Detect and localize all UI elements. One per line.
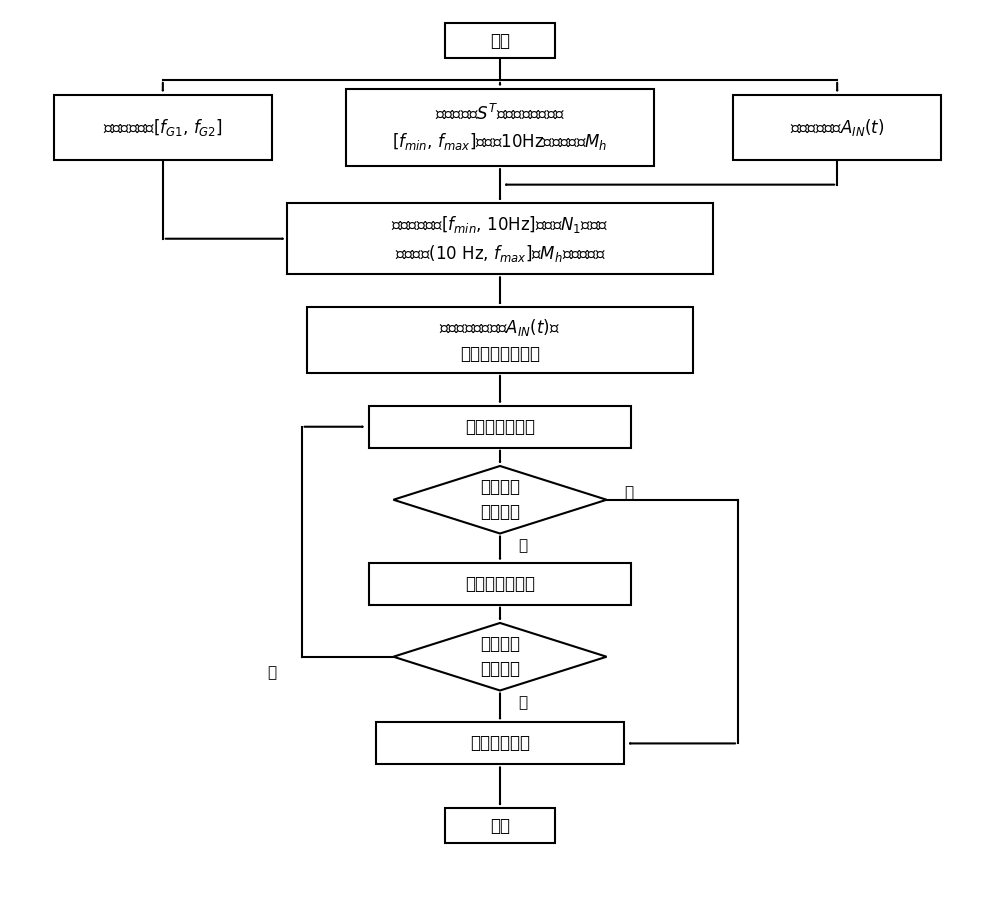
FancyBboxPatch shape — [376, 722, 624, 764]
Text: 工程重点频段[$f_{G1}$, $f_{G2}$]: 工程重点频段[$f_{G1}$, $f_{G2}$] — [103, 117, 223, 138]
Text: 初始地震时程$A_{IN}(t)$: 初始地震时程$A_{IN}(t)$ — [790, 117, 884, 138]
Text: 全频段匹配阶段: 全频段匹配阶段 — [465, 418, 535, 436]
Text: 是否满足
匹配标准: 是否满足 匹配标准 — [480, 635, 520, 678]
Text: 是: 是 — [624, 485, 634, 500]
FancyBboxPatch shape — [307, 308, 693, 373]
Text: 得到匹配时程: 得到匹配时程 — [470, 734, 530, 752]
FancyBboxPatch shape — [54, 95, 272, 160]
Text: 基函数选定：[$f_{min}$, 10Hz]内全部$N_1$个本征
函数，和(10 Hz, $f_{max}$]内$M_h$个本征函数: 基函数选定：[$f_{min}$, 10Hz]内全部$N_1$个本征 函数，和(… — [391, 214, 609, 263]
Text: 目标设计谱$S^T$，设计谱频率范围
[$f_{min}$, $f_{max}$]，大于10Hz的频率点数$M_h$: 目标设计谱$S^T$，设计谱频率范围 [$f_{min}$, $f_{max}$… — [392, 103, 608, 152]
Text: 否: 否 — [518, 538, 527, 553]
FancyBboxPatch shape — [369, 406, 631, 448]
Text: 是: 是 — [518, 694, 527, 710]
Text: 高频段匹配阶段: 高频段匹配阶段 — [465, 575, 535, 593]
FancyBboxPatch shape — [445, 23, 555, 58]
Polygon shape — [393, 466, 607, 533]
Text: 结束: 结束 — [490, 817, 510, 834]
Text: 开始: 开始 — [490, 31, 510, 50]
Text: 分解初始地震时程$A_{IN}(t)$，
得到初始迭代时程: 分解初始地震时程$A_{IN}(t)$， 得到初始迭代时程 — [439, 317, 561, 363]
FancyBboxPatch shape — [445, 809, 555, 843]
FancyBboxPatch shape — [346, 88, 654, 166]
Text: 否: 否 — [268, 666, 277, 681]
FancyBboxPatch shape — [369, 563, 631, 605]
FancyBboxPatch shape — [733, 95, 941, 160]
Text: 是否满足
匹配标准: 是否满足 匹配标准 — [480, 478, 520, 521]
Polygon shape — [393, 623, 607, 691]
FancyBboxPatch shape — [287, 204, 713, 274]
